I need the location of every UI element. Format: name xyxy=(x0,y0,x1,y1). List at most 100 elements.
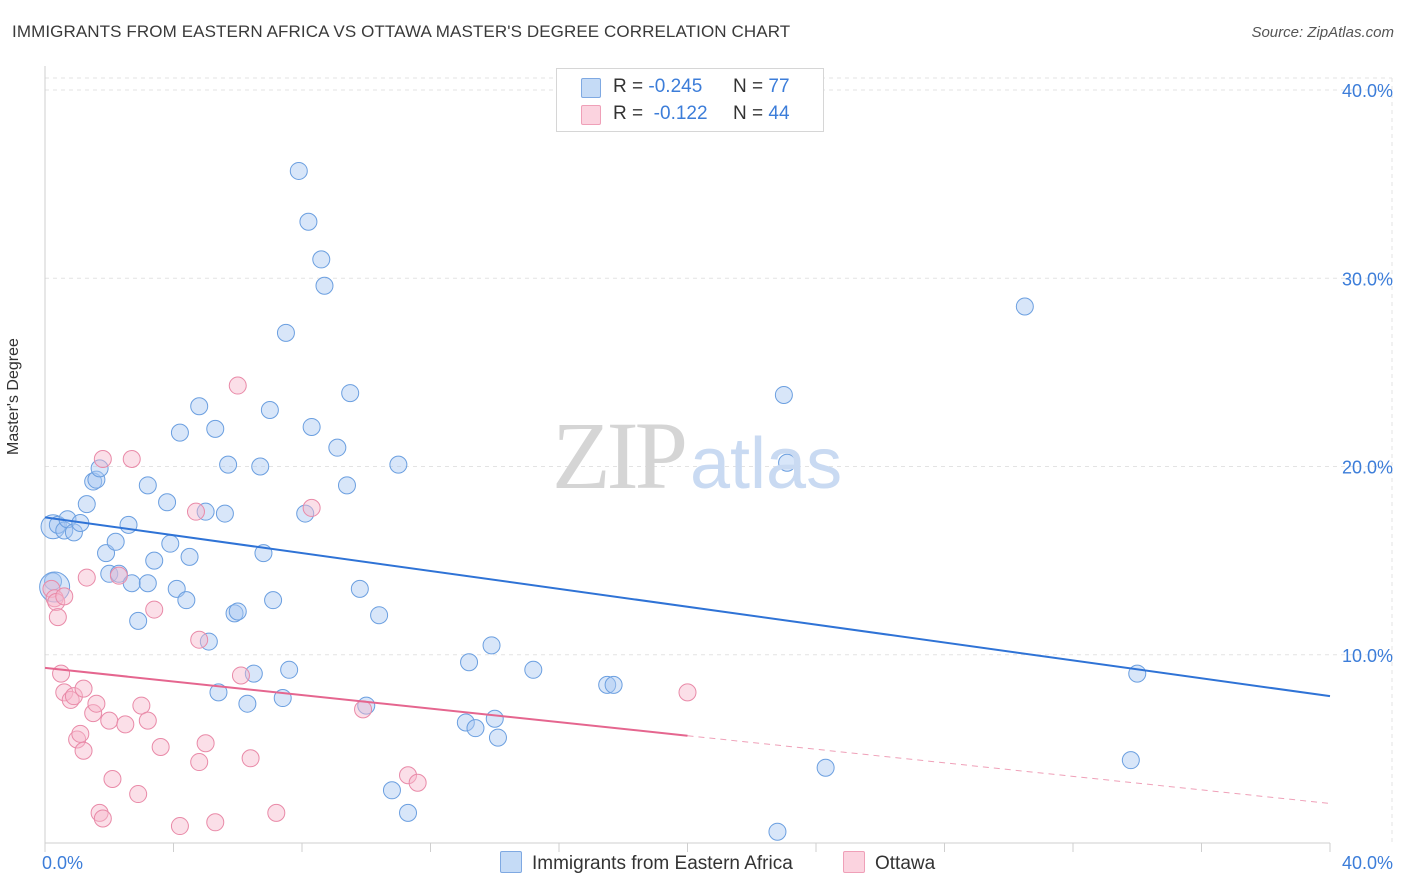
watermark: ZIPatlas xyxy=(552,400,842,511)
point-ottawa xyxy=(408,773,427,792)
point-immigrants xyxy=(119,515,138,534)
point-ottawa xyxy=(231,666,250,685)
watermark-atlas: atlas xyxy=(690,424,843,504)
point-ottawa xyxy=(196,734,215,753)
point-immigrants xyxy=(399,803,418,822)
point-ottawa xyxy=(84,704,103,723)
y-axis-label: Master's Degree xyxy=(5,338,22,455)
trend-line-immigrants xyxy=(44,516,1331,698)
axes xyxy=(44,66,1331,852)
point-immigrants xyxy=(170,423,189,442)
point-immigrants xyxy=(302,417,321,436)
r-value: -0.245 xyxy=(648,76,703,97)
point-immigrants xyxy=(228,602,247,621)
point-immigrants xyxy=(90,459,109,478)
point-ottawa xyxy=(93,449,112,468)
point-ottawa xyxy=(122,449,141,468)
legend-label-ottawa: Ottawa xyxy=(875,853,936,874)
point-immigrants xyxy=(488,728,507,747)
y-tick-label: 20.0% xyxy=(1342,458,1393,478)
point-immigrants xyxy=(598,675,617,694)
point-ottawa xyxy=(87,694,106,713)
point-ottawa xyxy=(100,711,119,730)
trend-lines xyxy=(44,516,1331,804)
point-immigrants xyxy=(225,604,244,623)
point-immigrants xyxy=(177,591,196,610)
point-ottawa xyxy=(68,730,87,749)
point-ottawa xyxy=(354,700,373,719)
point-immigrants xyxy=(196,502,215,521)
legend-r: R = -0.245 xyxy=(613,76,702,98)
legend-swatch-ottawa xyxy=(843,851,865,873)
point-ottawa xyxy=(302,498,321,517)
n-value: 44 xyxy=(768,103,790,124)
point-immigrants xyxy=(604,675,623,694)
point-ottawa xyxy=(93,809,112,828)
y-tick-label: 30.0% xyxy=(1342,269,1393,289)
point-immigrants xyxy=(219,455,238,474)
r-label: R = xyxy=(613,76,644,97)
watermark-zip: ZIP xyxy=(552,402,688,509)
point-immigrants xyxy=(328,438,347,457)
series-immigrants-points xyxy=(39,161,1147,841)
point-immigrants xyxy=(289,161,308,180)
point-immigrants xyxy=(456,713,475,732)
r-value: -0.122 xyxy=(653,103,708,124)
legend-label-immigrants: Immigrants from Eastern Africa xyxy=(532,853,793,874)
legend-swatch-blue xyxy=(581,78,601,98)
point-ottawa xyxy=(399,766,418,785)
point-immigrants xyxy=(238,694,257,713)
point-immigrants xyxy=(370,606,389,625)
point-ottawa xyxy=(71,724,90,743)
point-immigrants xyxy=(260,401,279,420)
r-label: R = xyxy=(613,103,644,124)
point-ottawa xyxy=(190,753,209,772)
point-ottawa xyxy=(241,749,260,768)
point-immigrants xyxy=(264,591,283,610)
point-ottawa xyxy=(64,687,83,706)
point-ottawa xyxy=(103,769,122,788)
point-immigrants xyxy=(161,534,180,553)
point-ottawa xyxy=(228,376,247,395)
point-immigrants xyxy=(466,719,485,738)
point-immigrants xyxy=(774,385,793,404)
point-immigrants xyxy=(389,455,408,474)
point-ottawa xyxy=(267,803,286,822)
point-immigrants xyxy=(482,636,501,655)
point-ottawa xyxy=(48,608,67,627)
point-ottawa xyxy=(116,715,135,734)
point-immigrants xyxy=(341,384,360,403)
point-immigrants xyxy=(337,476,356,495)
point-immigrants xyxy=(129,611,148,630)
point-ottawa xyxy=(129,785,148,804)
n-label: N = xyxy=(733,76,764,97)
x-tick-label: 0.0% xyxy=(42,853,83,873)
point-immigrants xyxy=(77,495,96,514)
point-immigrants xyxy=(1015,297,1034,316)
point-immigrants xyxy=(138,476,157,495)
trend-line-ottawa xyxy=(44,666,688,737)
point-immigrants xyxy=(190,397,209,416)
n-value: 77 xyxy=(768,76,790,97)
point-immigrants xyxy=(251,457,270,476)
point-immigrants xyxy=(158,493,177,512)
y-tick-label: 40.0% xyxy=(1342,81,1393,101)
point-immigrants xyxy=(315,276,334,295)
legend-n: N = 77 xyxy=(733,76,790,98)
source-label: Source: ZipAtlas.com xyxy=(1251,24,1394,41)
n-label: N = xyxy=(733,103,764,124)
stats-legend: R = -0.245 N = 77 R = -0.122 N = 44 xyxy=(556,68,824,132)
point-immigrants xyxy=(778,453,797,472)
point-ottawa xyxy=(77,568,96,587)
legend-swatch-immigrants xyxy=(500,851,522,873)
point-ottawa xyxy=(678,683,697,702)
point-immigrants xyxy=(106,532,125,551)
point-ottawa xyxy=(109,566,128,585)
point-ottawa xyxy=(132,696,151,715)
point-immigrants xyxy=(206,419,225,438)
point-ottawa xyxy=(190,630,209,649)
legend-item-ottawa[interactable]: Ottawa xyxy=(843,851,935,875)
point-immigrants xyxy=(350,579,369,598)
legend-item-immigrants[interactable]: Immigrants from Eastern Africa xyxy=(500,851,793,875)
point-immigrants xyxy=(84,472,103,491)
